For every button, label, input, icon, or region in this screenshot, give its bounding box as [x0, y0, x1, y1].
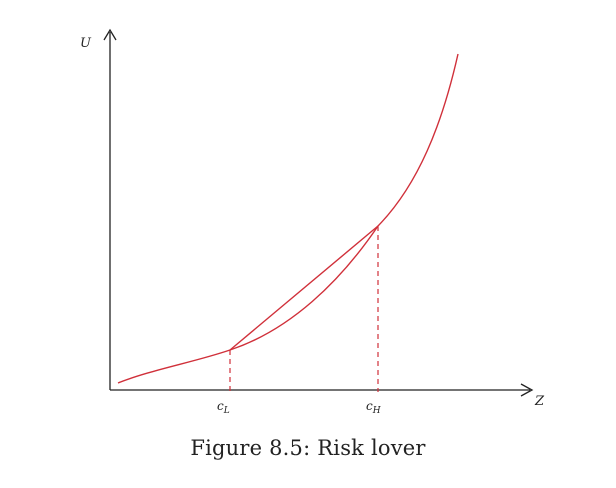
chord-line — [229, 225, 379, 351]
figure-caption: Figure 8.5: Risk lover — [190, 436, 426, 460]
y-axis-label: U — [80, 36, 92, 51]
y-axis-arrowhead — [103, 28, 117, 41]
tick-label-high: cH — [366, 399, 381, 416]
tick-label-low: cL — [217, 399, 230, 416]
x-axis-label: Z — [534, 394, 545, 409]
x-axis-arrowhead — [520, 383, 534, 397]
utility-curve — [117, 53, 459, 384]
